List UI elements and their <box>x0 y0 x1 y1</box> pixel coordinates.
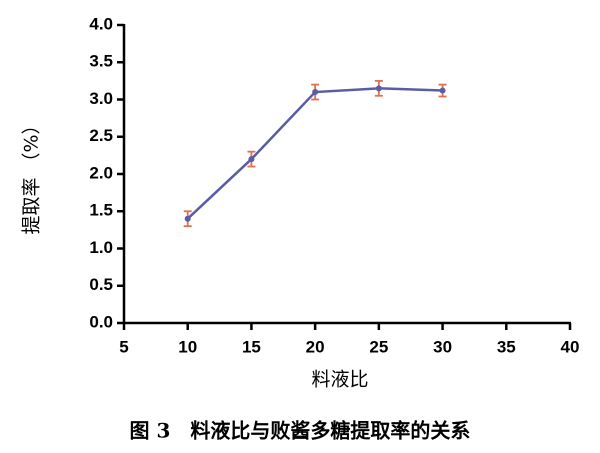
y-tick-label: 4.0 <box>89 14 113 33</box>
y-tick-label: 3.0 <box>89 89 113 108</box>
data-line <box>186 87 443 220</box>
x-tick-label: 25 <box>369 337 388 356</box>
data-point <box>248 156 255 163</box>
y-tick-label: 0.5 <box>89 275 113 294</box>
x-tick-label: 35 <box>497 337 516 356</box>
y-tick-label: 3.5 <box>89 52 113 71</box>
x-tick-label: 10 <box>178 337 197 356</box>
x-tick-label: 5 <box>119 337 128 356</box>
y-tick-label: 0.0 <box>89 312 113 331</box>
x-tick-label: 15 <box>242 337 261 356</box>
y-tick-label: 2.5 <box>89 126 113 145</box>
caption: 图 3 料液比与败酱多糖提取率的关系 <box>130 419 471 443</box>
data-point <box>312 89 319 96</box>
x-tick-label: 20 <box>306 337 325 356</box>
data-point <box>184 215 191 222</box>
y-tick-label: 1.0 <box>89 238 113 257</box>
x-axis-label: 料液比 <box>311 369 368 391</box>
y-tick-label: 1.5 <box>89 201 113 220</box>
x-tick-label: 40 <box>561 337 580 356</box>
data-point <box>439 87 446 94</box>
data-point <box>375 85 382 92</box>
x-tick-label: 30 <box>433 337 452 356</box>
y-axis-label: 提取率 （%） <box>21 115 43 234</box>
y-tick-label: 2.0 <box>89 163 113 182</box>
